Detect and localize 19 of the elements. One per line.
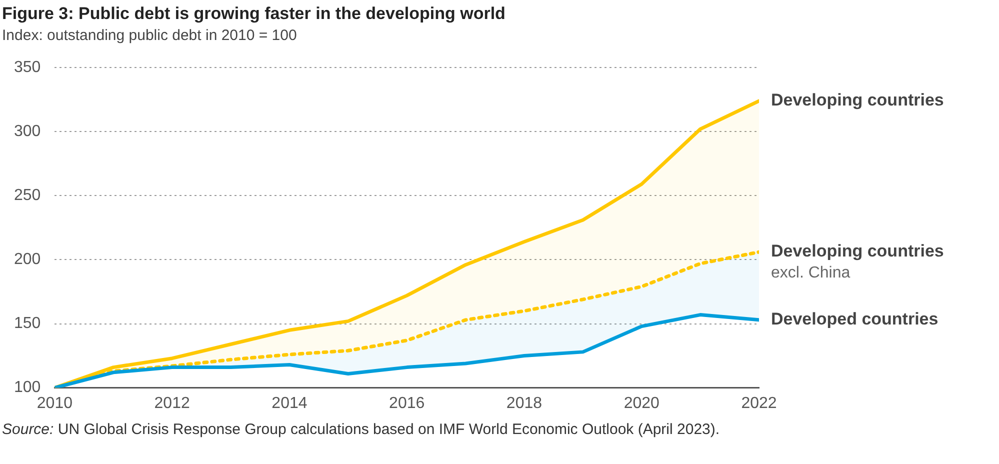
y-tick-label: 150: [14, 315, 41, 332]
series-label: Developed countries: [771, 310, 938, 329]
source-note: Source: UN Global Crisis Response Group calculations based on IMF World Economic Outlook (April 2023).: [1, 420, 721, 438]
x-tick-label: 2012: [154, 394, 190, 412]
y-tick-label: 350: [14, 59, 41, 76]
x-tick-label: 2016: [389, 394, 425, 412]
y-tick-label: 100: [14, 379, 41, 396]
series-label: Developing countries excl. China: [771, 242, 944, 282]
y-tick-label: 250: [14, 187, 41, 204]
x-tick-label: 2018: [506, 394, 542, 412]
x-tick-label: 2014: [272, 394, 308, 412]
y-tick-label: 300: [14, 123, 41, 140]
x-tick-label: 2020: [624, 394, 660, 412]
x-tick-label: 2010: [36, 394, 73, 412]
chart-subtitle: Index: outstanding public debt in 2010 = 100: [1, 26, 298, 44]
y-tick-label: 200: [14, 251, 41, 268]
series-label: Developing countries: [771, 90, 944, 110]
x-tick-label: 2022: [741, 394, 777, 412]
chart-title: Figure 3: Public debt is growing faster in the developing world: [1, 3, 506, 24]
